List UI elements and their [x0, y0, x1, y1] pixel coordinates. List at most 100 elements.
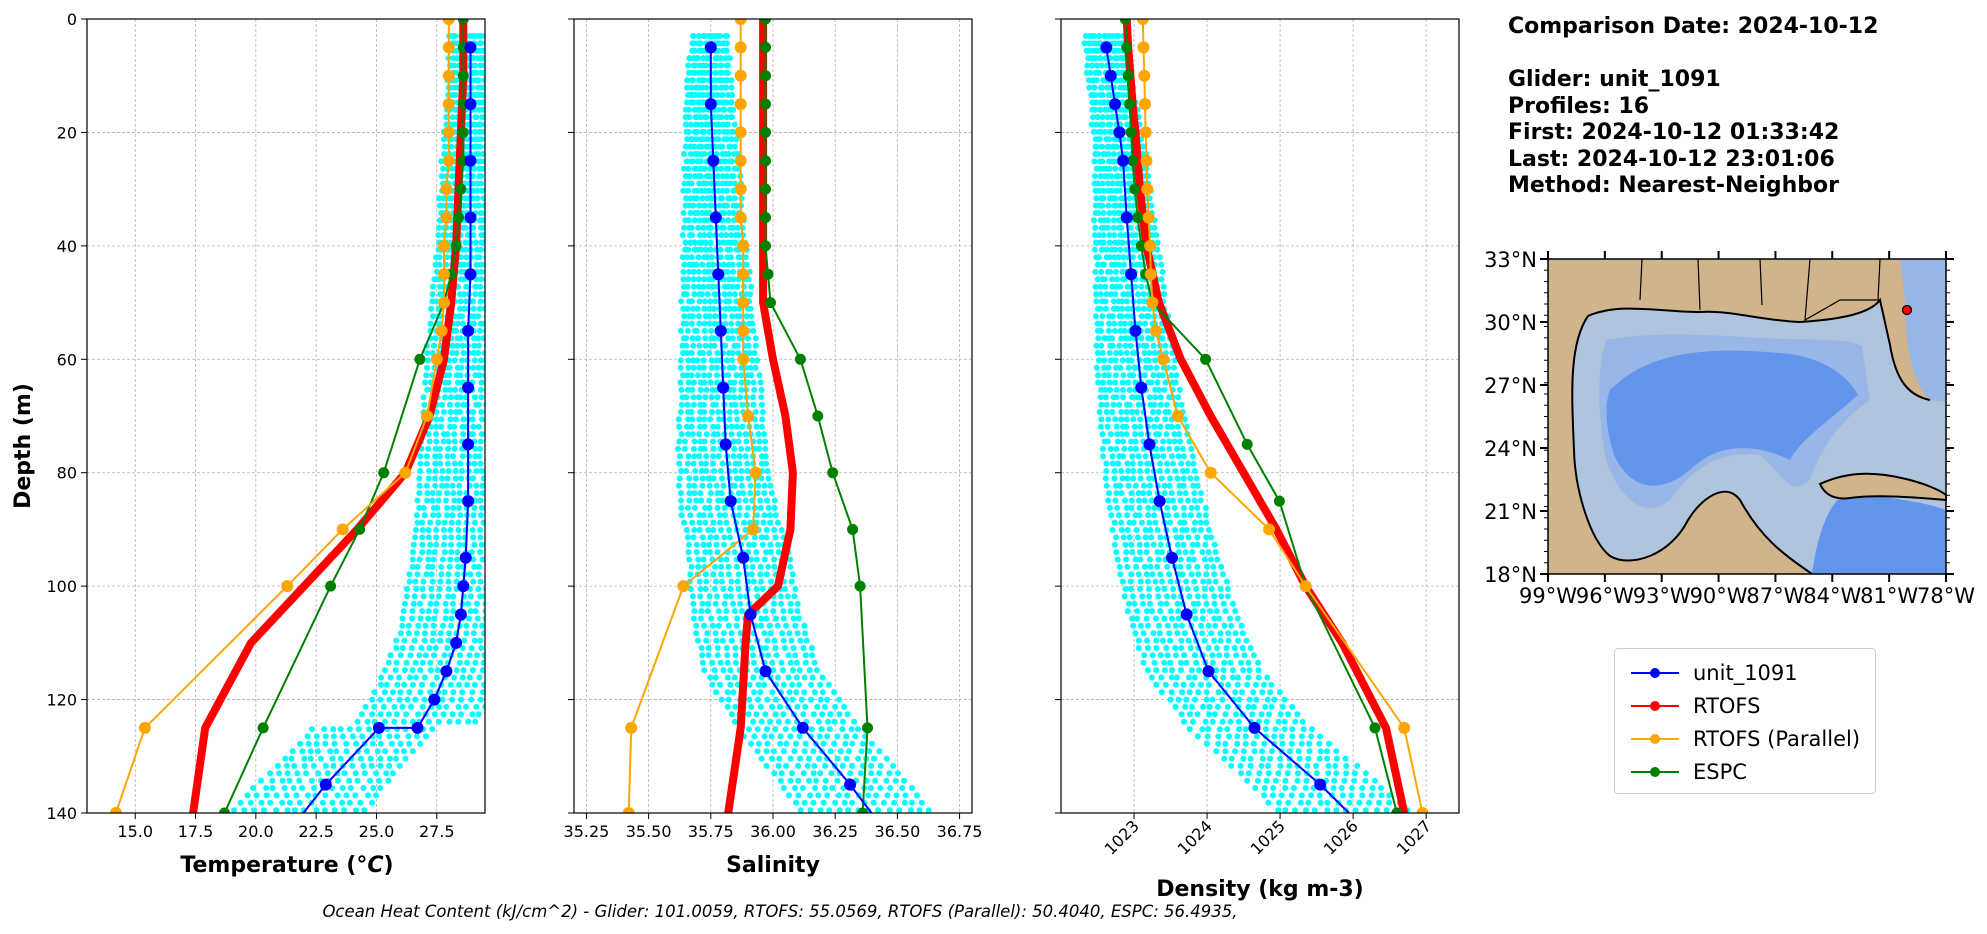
glider-obs-point — [406, 740, 413, 747]
glider-obs-point — [431, 711, 438, 718]
glider-obs-point — [420, 504, 427, 511]
glider-obs-point — [1170, 593, 1177, 600]
glider-obs-point — [451, 423, 458, 430]
glider-obs-point — [419, 549, 426, 556]
glider-obs-point — [470, 534, 477, 541]
series-point — [378, 467, 390, 479]
glider-obs-point — [1112, 497, 1119, 504]
glider-obs-point — [471, 541, 478, 548]
glider-obs-point — [437, 460, 444, 467]
glider-obs-point — [477, 527, 484, 533]
glider-obs-point — [1207, 608, 1214, 615]
glider-obs-point — [471, 681, 478, 688]
glider-obs-point — [1137, 416, 1144, 423]
glider-obs-point — [685, 357, 692, 364]
glider-obs-point — [1254, 777, 1261, 784]
glider-obs-point — [1100, 453, 1106, 460]
glider-obs-point — [413, 733, 420, 740]
glider-obs-point — [1130, 475, 1137, 482]
glider-obs-point — [728, 578, 735, 585]
glider-obs-point — [307, 755, 314, 762]
glider-obs-point — [472, 659, 479, 666]
glider-obs-point — [500, 350, 506, 356]
glider-obs-point — [727, 534, 733, 541]
series-point — [442, 41, 455, 54]
glider-obs-point — [799, 785, 806, 791]
map-lon-label: 84°W — [1803, 584, 1861, 608]
glider-obs-point — [1142, 372, 1148, 379]
glider-obs-point — [1256, 770, 1263, 777]
series-point — [1166, 551, 1178, 564]
glider-obs-point — [1109, 276, 1116, 283]
glider-obs-point — [697, 490, 704, 497]
glider-obs-point — [697, 593, 704, 600]
glider-obs-point — [1167, 578, 1174, 585]
glider-obs-point — [700, 128, 707, 135]
glider-obs-point — [477, 438, 484, 445]
glider-obs-point — [777, 733, 784, 740]
glider-obs-point — [783, 762, 790, 769]
glider-obs-point — [449, 512, 456, 519]
glider-obs-point — [1359, 792, 1366, 799]
glider-obs-point — [470, 187, 477, 194]
glider-obs-point — [1127, 224, 1134, 231]
glider-obs-point — [724, 703, 731, 710]
glider-obs-point — [1100, 379, 1106, 386]
glider-obs-point — [477, 283, 484, 290]
glider-obs-point — [488, 70, 494, 76]
glider-obs-point — [800, 711, 807, 718]
glider-obs-point — [244, 792, 251, 799]
glider-obs-point — [769, 755, 775, 762]
glider-obs-point — [758, 475, 765, 482]
glider-obs-point — [478, 504, 485, 511]
glider-obs-point — [1194, 482, 1201, 489]
glider-obs-point — [802, 630, 808, 637]
glider-obs-point — [1262, 703, 1269, 710]
glider-obs-point — [501, 468, 507, 474]
glider-obs-point — [700, 541, 707, 548]
glider-obs-point — [445, 578, 452, 585]
glider-obs-point — [719, 475, 725, 482]
glider-obs-point — [701, 372, 708, 379]
glider-obs-point — [735, 438, 742, 445]
glider-obs-point — [718, 696, 725, 703]
first-profile-time: First: 2024-10-12 01:33:42 — [1508, 120, 1840, 145]
glider-obs-point — [1186, 593, 1193, 600]
glider-obs-point — [1129, 460, 1136, 467]
series-point — [464, 211, 477, 224]
glider-obs-point — [716, 202, 723, 209]
glider-obs-point — [703, 431, 710, 438]
glider-obs-point — [728, 136, 735, 143]
glider-obs-point — [752, 342, 759, 349]
glider-obs-point — [931, 815, 937, 821]
glider-obs-point — [1138, 519, 1145, 526]
glider-obs-point — [701, 667, 708, 674]
glider-obs-point — [750, 401, 757, 408]
glider-obs-point — [723, 47, 730, 54]
glider-obs-point — [1282, 785, 1289, 791]
glider-obs-point — [1121, 327, 1128, 334]
glider-obs-point — [478, 136, 485, 143]
glider-obs-point — [707, 232, 714, 239]
glider-obs-point — [422, 379, 428, 386]
glider-obs-point — [1169, 497, 1176, 504]
glider-obs-point — [308, 777, 315, 784]
glider-obs-point — [403, 711, 410, 718]
glider-obs-point — [1199, 726, 1206, 733]
glider-obs-point — [1191, 652, 1198, 659]
glider-obs-point — [386, 762, 393, 769]
glider-obs-point — [678, 401, 685, 408]
glider-obs-point — [722, 342, 729, 349]
glider-obs-point — [1148, 202, 1155, 209]
glider-obs-point — [258, 815, 264, 821]
glider-obs-point — [487, 210, 493, 216]
glider-obs-point — [723, 114, 730, 121]
glider-obs-point — [743, 261, 750, 268]
glider-obs-point — [410, 541, 417, 548]
glider-obs-point — [1099, 350, 1106, 356]
glider-obs-point — [1136, 549, 1143, 556]
glider-obs-point — [795, 615, 802, 622]
glider-obs-point — [826, 807, 833, 813]
glider-obs-point — [438, 416, 445, 423]
glider-obs-point — [811, 762, 818, 769]
